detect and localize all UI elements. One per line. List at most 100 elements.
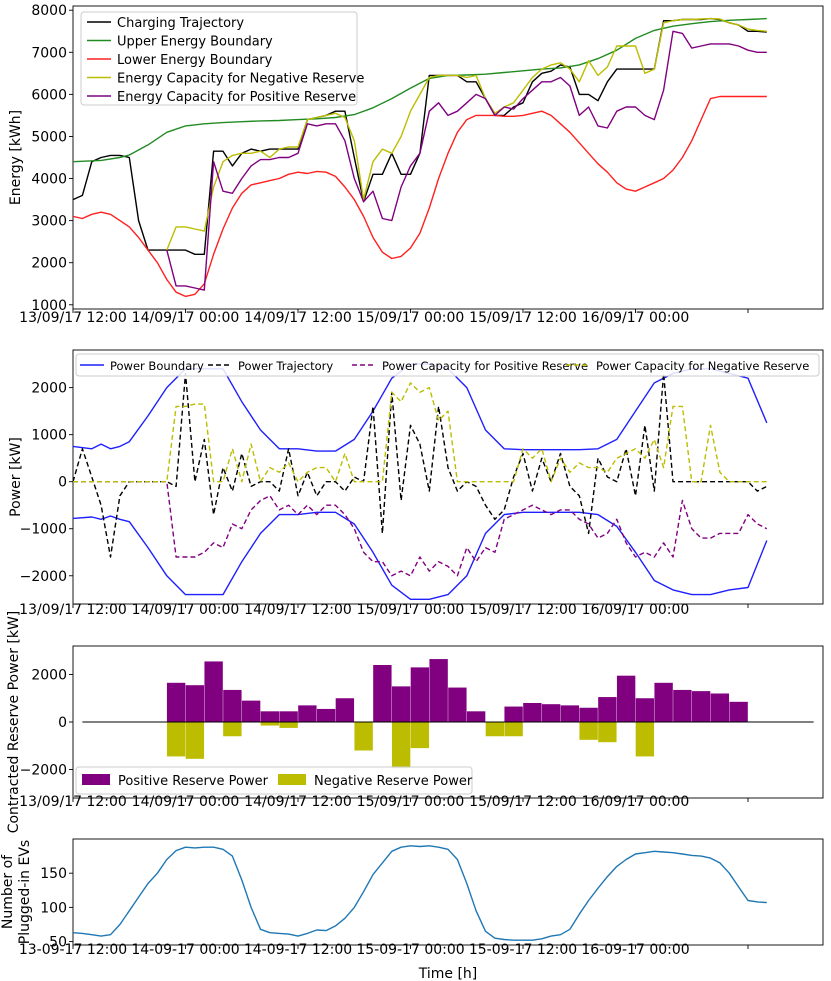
energy-axes-frame bbox=[72, 5, 824, 310]
evs-xtick-label: 14-09-17 00:00 bbox=[131, 942, 239, 958]
reserve-bar-positive bbox=[654, 682, 673, 722]
evs-ytick-label: 150 bbox=[40, 866, 67, 882]
energy-plot-area bbox=[73, 17, 767, 298]
reserve-xtick-label: 14/09/17 12:00 bbox=[244, 794, 352, 810]
energy-ytick-label: 7000 bbox=[31, 45, 67, 61]
energy-ylabel: Energy [kWh] bbox=[8, 110, 24, 205]
evs-axes-frame bbox=[72, 838, 824, 946]
power-chart: −2000 −1000 0 1000 2000 13/09/17 12:00 14/09/1… bbox=[8, 349, 824, 618]
energy-ytick-label: 4000 bbox=[31, 172, 67, 188]
reserve-ytick-label: 0 bbox=[58, 715, 67, 731]
evs-xtick-label: 13-09-17 12:00 bbox=[19, 942, 127, 958]
reserve-bar-positive bbox=[429, 659, 448, 722]
energy-series-1 bbox=[73, 17, 767, 163]
reserve-bar-negative bbox=[260, 722, 280, 726]
reserve-legend-label: Positive Reserve Power bbox=[118, 774, 269, 789]
power-ytick-label: −1000 bbox=[20, 522, 67, 538]
reserve-bar-positive bbox=[466, 711, 486, 722]
power-legend-label: Power Boundary bbox=[110, 359, 204, 373]
evs-xtick-label: 15-09-17 00:00 bbox=[356, 942, 464, 958]
evs-ytick-label: 100 bbox=[40, 900, 67, 916]
reserve-bar-negative bbox=[279, 722, 298, 728]
reserve-ylabel: Contracted Reserve Power [kW] bbox=[6, 611, 22, 834]
reserve-bar-negative bbox=[635, 722, 655, 757]
energy-ytick-label: 5000 bbox=[31, 129, 67, 145]
energy-legend-label: Lower Energy Boundary bbox=[117, 53, 273, 68]
reserve-bar-positive bbox=[373, 665, 392, 722]
power-plot-area bbox=[73, 363, 768, 600]
reserve-bar-positive bbox=[598, 697, 617, 722]
reserve-xtick-label: 15/09/17 12:00 bbox=[469, 794, 577, 810]
energy-legend-label: Upper Energy Boundary bbox=[117, 35, 273, 50]
evs-ytick-label: 50 bbox=[49, 935, 67, 951]
reserve-bar-positive bbox=[579, 707, 598, 722]
power-ytick-label: 2000 bbox=[31, 381, 67, 397]
reserve-bar-positive bbox=[541, 704, 561, 722]
energy-series-3 bbox=[166, 17, 767, 251]
evs-ylabel: Number ofPlugged-in EVs bbox=[0, 840, 33, 944]
evs-xtick-label: 16-09-17 00:00 bbox=[581, 942, 689, 958]
reserve-bar-positive bbox=[166, 682, 186, 722]
reserve-bar-positive bbox=[523, 703, 542, 722]
energy-xtick-label: 15/09/17 12:00 bbox=[469, 310, 577, 326]
power-series-1 bbox=[73, 511, 768, 600]
power-axes-frame bbox=[72, 349, 824, 605]
reserve-bar-negative bbox=[223, 722, 242, 737]
reserve-bar-negative bbox=[598, 722, 617, 743]
reserve-ytick-label: 2000 bbox=[31, 668, 67, 684]
reserve-bar-positive bbox=[335, 698, 355, 722]
reserve-legend-swatch bbox=[82, 774, 110, 785]
reserve-bar-negative bbox=[354, 722, 373, 751]
evs-plot-area bbox=[73, 845, 767, 941]
energy-legend-label: Energy Capacity for Positive Reserve bbox=[117, 90, 356, 105]
power-xtick-label: 16/09/17 00:00 bbox=[582, 602, 690, 618]
reserve-bar-positive bbox=[279, 711, 298, 722]
reserve-bar-positive bbox=[260, 711, 280, 722]
energy-series-4 bbox=[166, 30, 767, 291]
reserve-bar-negative bbox=[485, 722, 505, 737]
power-xtick-label: 15/09/17 12:00 bbox=[469, 602, 577, 618]
evs-xtick-label: 15-09-17 12:00 bbox=[469, 942, 577, 958]
reserve-xtick-label: 16/09/17 00:00 bbox=[582, 794, 690, 810]
power-legend-label: Power Capacity for Positive Reserve bbox=[382, 359, 588, 373]
reserve-bar-negative bbox=[504, 722, 523, 737]
reserve-bar-positive bbox=[316, 708, 336, 722]
reserve-bar-positive bbox=[616, 675, 636, 722]
reserve-xtick-label: 13/09/17 12:00 bbox=[19, 794, 127, 810]
reserve-bar-negative bbox=[579, 722, 598, 740]
reserve-bar-positive bbox=[410, 667, 430, 722]
reserve-bar-positive bbox=[560, 705, 580, 722]
energy-ytick-label: 3000 bbox=[31, 214, 67, 230]
energy-series-2 bbox=[73, 95, 767, 298]
reserve-legend-label: Negative Reserve Power bbox=[314, 774, 473, 789]
energy-ytick-label: 8000 bbox=[31, 3, 67, 19]
reserve-ytick-label: −2000 bbox=[20, 763, 67, 779]
power-ytick-label: −2000 bbox=[20, 569, 67, 585]
reserve-bar-negative bbox=[185, 722, 205, 759]
energy-legend-label: Charging Trajectory bbox=[117, 16, 244, 31]
energy-ytick-label: 6000 bbox=[31, 87, 67, 103]
power-ytick-label: 0 bbox=[58, 475, 67, 491]
reserve-bar-positive bbox=[504, 706, 523, 722]
reserve-bar-negative bbox=[410, 722, 430, 749]
power-legend-label: Power Trajectory bbox=[238, 359, 333, 373]
reserve-xtick-label: 15/09/17 00:00 bbox=[357, 794, 465, 810]
reserve-bar-positive bbox=[204, 661, 223, 722]
energy-chart: 1000 2000 3000 4000 5000 6000 7000 8000 13/09/17… bbox=[8, 3, 824, 326]
reserve-bar-positive bbox=[448, 687, 467, 722]
energy-ytick-label: 2000 bbox=[31, 256, 67, 272]
power-xtick-label: 14/09/17 00:00 bbox=[132, 602, 240, 618]
power-series-3 bbox=[73, 481, 768, 577]
energy-legend: Charging Trajectory Upper Energy Boundary… bbox=[80, 11, 364, 106]
reserve-bar-positive bbox=[635, 698, 655, 722]
evs-series-0 bbox=[73, 845, 767, 941]
reserve-bar-positive bbox=[241, 700, 261, 722]
evs-chart: 50 100 150 13-09-17 12:00 14-09-17 00:00 14-0… bbox=[0, 838, 824, 981]
reserve-legend-swatch bbox=[278, 774, 306, 785]
reserve-bar-positive bbox=[391, 686, 411, 722]
reserve-bar-positive bbox=[691, 691, 711, 722]
energy-ytick-label: 1000 bbox=[31, 298, 67, 314]
reserve-legend: Positive Reserve Power Negative Reserve P… bbox=[75, 766, 473, 795]
energy-xtick-label: 16/09/17 00:00 bbox=[582, 310, 690, 326]
